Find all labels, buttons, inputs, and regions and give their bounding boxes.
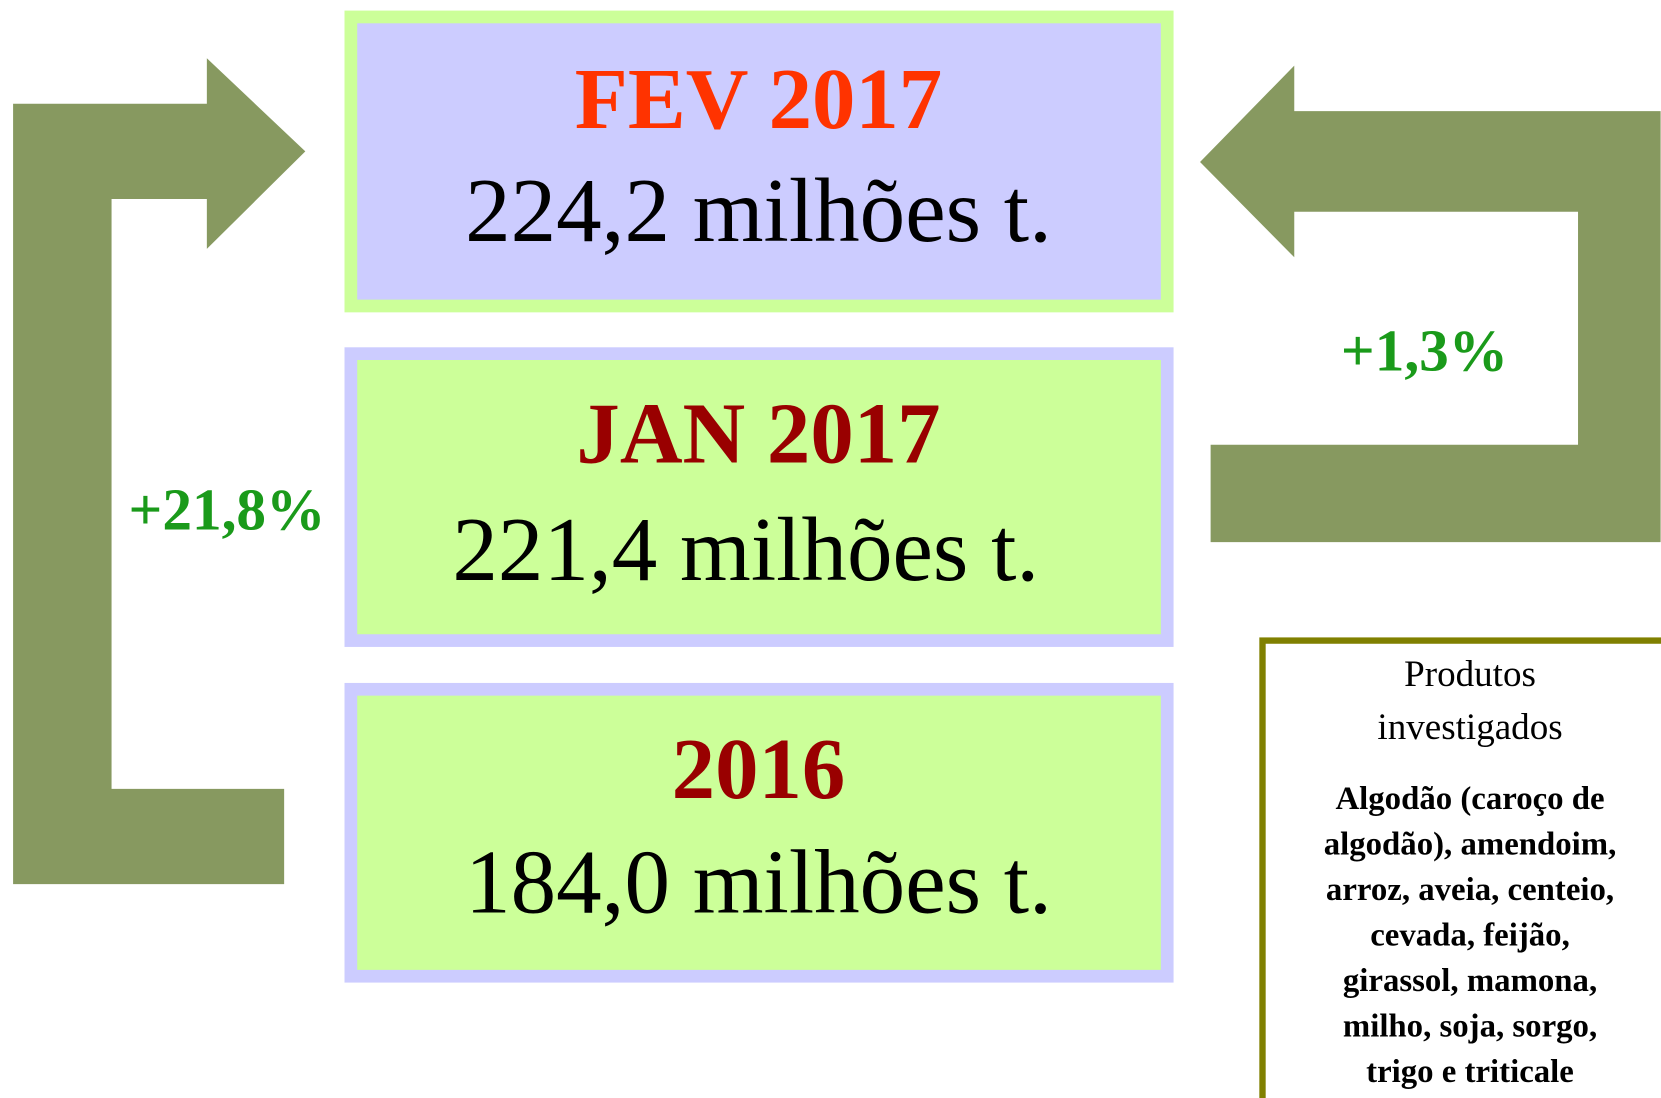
box-title: FEV 2017 (575, 51, 942, 147)
box-value: 221,4 milhões t. (452, 499, 1039, 600)
products-title: Produtos (1404, 654, 1536, 695)
box-title: JAN 2017 (576, 386, 940, 482)
right-arrow (1200, 65, 1661, 543)
arrow-label: +1,3% (1341, 317, 1508, 383)
products-box (1259, 637, 1661, 1098)
products-item: girassol, mamona, (1343, 963, 1597, 999)
products-item: arroz, aveia, centeio, (1326, 872, 1614, 908)
box-title: 2016 (672, 721, 846, 817)
box-value: 184,0 milhões t. (465, 831, 1052, 932)
products-item: cevada, feijão, (1370, 918, 1570, 954)
products-text: Produtos investigados Algodão (caroço de al… (1324, 654, 1617, 1090)
box (344, 682, 1174, 983)
box (344, 347, 1174, 647)
arrow-label: +21,8% (129, 476, 326, 542)
products-item: algodão), amendoim, (1324, 827, 1617, 863)
left-arrow (13, 58, 306, 885)
box (344, 10, 1174, 313)
products-item: milho, soja, sorgo, (1343, 1009, 1597, 1045)
products-item: Algodão (caroço de (1335, 781, 1604, 817)
products-item: trigo e triticale (1366, 1054, 1574, 1090)
products-title: investigados (1377, 707, 1562, 748)
box-value: 224,2 milhões t. (465, 160, 1052, 261)
